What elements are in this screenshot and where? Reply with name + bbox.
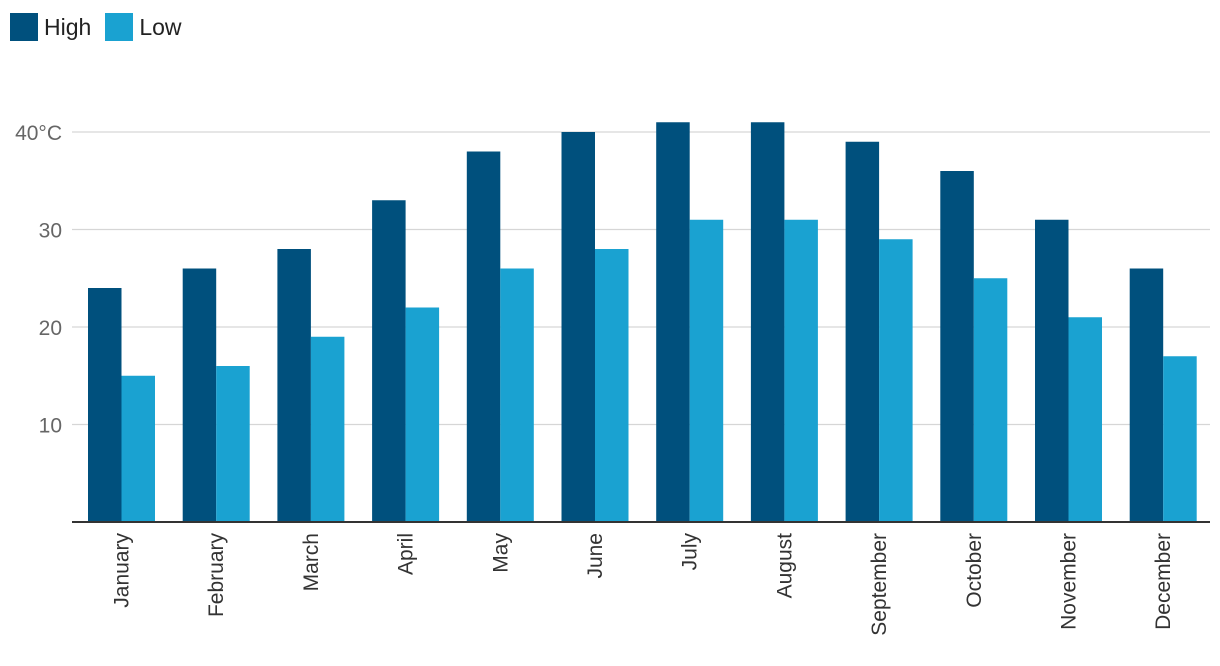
y-tick-label: 30	[39, 220, 62, 243]
x-category-label: February	[205, 533, 228, 618]
bars	[88, 122, 1197, 522]
bar-high-december[interactable]	[1129, 268, 1164, 523]
legend-item-low[interactable]: Low	[105, 13, 182, 41]
bar-low-july[interactable]	[689, 219, 724, 522]
bar-high-january[interactable]	[88, 288, 122, 522]
y-tick-label: 10	[39, 415, 62, 438]
bar-high-april[interactable]	[372, 200, 406, 522]
bar-low-june[interactable]	[595, 249, 629, 522]
bar-low-november[interactable]	[1068, 317, 1103, 522]
bar-high-november[interactable]	[1035, 219, 1069, 522]
legend-label-high: High	[44, 13, 92, 40]
x-category-label: August	[773, 533, 796, 599]
bar-low-september[interactable]	[879, 239, 913, 522]
y-tick-label: 40°C	[15, 122, 62, 145]
bar-high-march[interactable]	[277, 249, 311, 522]
x-category-label: November	[1058, 533, 1081, 630]
grid-lines	[72, 131, 1210, 426]
tick-labels: 10 20 30 40°C	[15, 122, 62, 438]
bar-low-october[interactable]	[973, 278, 1008, 522]
x-category-label: June	[584, 533, 607, 579]
bar-low-december[interactable]	[1163, 356, 1197, 522]
bar-low-february[interactable]	[216, 366, 250, 522]
x-category-label: December	[1152, 533, 1175, 630]
bar-high-may[interactable]	[466, 151, 501, 523]
legend-swatch-high	[10, 13, 38, 41]
x-category-label: March	[300, 533, 323, 591]
x-category-label: September	[868, 533, 891, 636]
category-labels: January February March April May June July Augu…	[111, 533, 1176, 636]
bar-high-august[interactable]	[750, 122, 785, 522]
bar-low-april[interactable]	[405, 307, 440, 523]
bar-low-march[interactable]	[310, 336, 345, 522]
x-category-label: May	[489, 533, 512, 573]
bar-high-june[interactable]	[561, 132, 596, 522]
legend-item-high[interactable]: High	[10, 13, 91, 41]
bar-high-july[interactable]	[656, 122, 690, 522]
bar-high-october[interactable]	[940, 171, 974, 522]
bar-high-september[interactable]	[845, 141, 880, 522]
bar-low-august[interactable]	[784, 219, 818, 522]
bar-low-january[interactable]	[121, 375, 156, 522]
bar-high-february[interactable]	[182, 268, 217, 523]
legend-label-low: Low	[139, 13, 182, 40]
x-category-label: October	[963, 533, 986, 608]
y-tick-label: 20	[39, 317, 62, 340]
x-category-label: January	[111, 533, 134, 608]
bar-low-may[interactable]	[500, 268, 534, 523]
x-category-label: April	[395, 533, 418, 575]
x-category-label: July	[679, 533, 702, 571]
legend: High Low	[10, 12, 196, 42]
legend-swatch-low	[105, 13, 134, 41]
